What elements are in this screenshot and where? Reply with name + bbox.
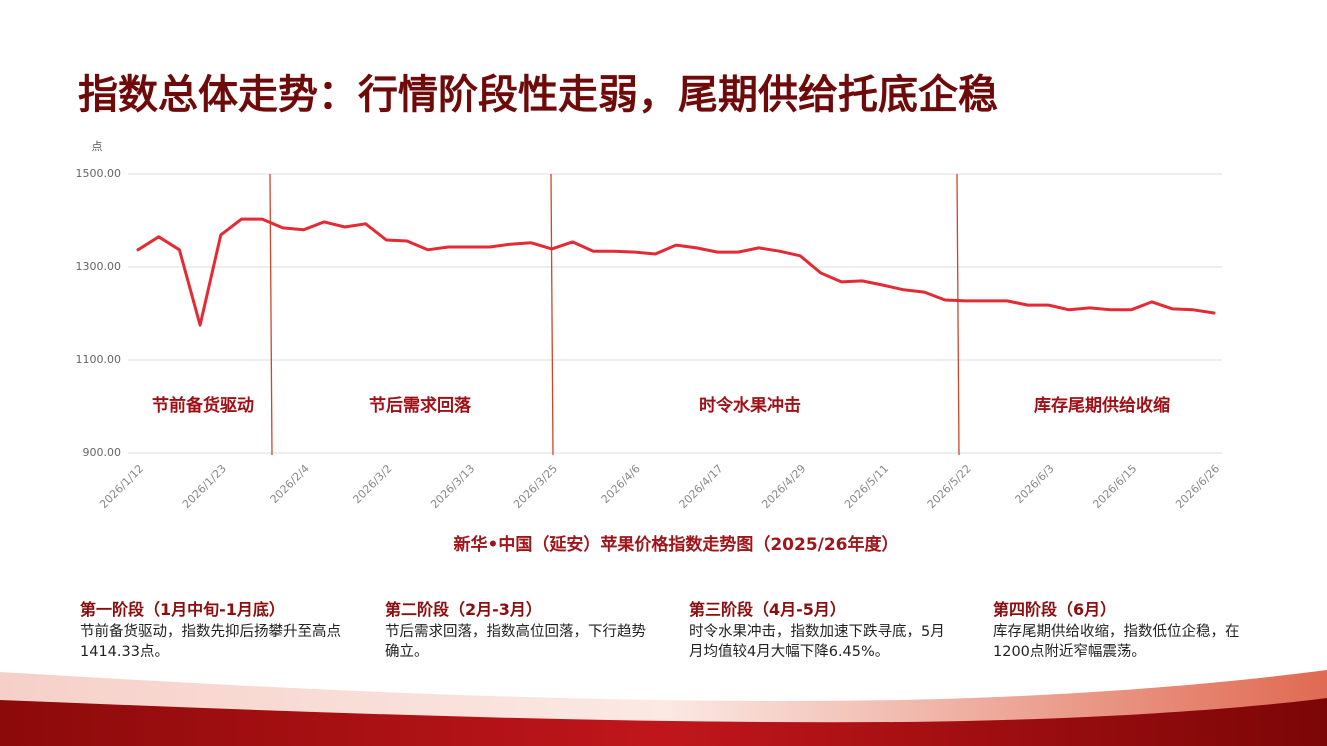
x-tick-label: 2026/2/4 (268, 462, 312, 506)
phase-body: 库存尾期供给收缩，指数低位企稳，在1200点附近窄幅震荡。 (993, 624, 1240, 660)
x-tick-label: 2026/4/17 (677, 462, 726, 511)
x-tick-label: 2026/5/11 (842, 462, 891, 511)
wave (0, 698, 1327, 746)
phase-body: 时令水果冲击，指数加速下跌寻底，5月月均值较4月大幅下降6.45%。 (689, 624, 945, 660)
phase-label: 库存尾期供给收缩 (1034, 395, 1170, 416)
line (136, 217, 1216, 327)
x-tick-label: 2026/3/25 (511, 462, 560, 511)
phase-body: 节前备货驱动，指数先抑后扬攀升至高点1414.33点。 (80, 624, 341, 660)
phase-label: 时令水果冲击 (699, 395, 801, 416)
x-tick-label: 2026/3/13 (428, 462, 477, 511)
x-tick-label: 2026/4/29 (759, 462, 808, 511)
phase-heading: 第一阶段（1月中旬-1月底） (80, 600, 285, 619)
phase-heading: 第四阶段（6月） (993, 600, 1117, 619)
phase-block: 第三阶段（4月-5月） 时令水果冲击，指数加速下跌寻底，5月月均值较4月大幅下降6… (689, 596, 951, 662)
phase-heading: 第二阶段（2月-3月） (385, 600, 542, 619)
x-tick-label: 2026/1/23 (180, 462, 229, 511)
x-tick-label: 2026/6/26 (1173, 462, 1222, 511)
y-tick-label: 1100.00 (76, 353, 122, 366)
x-tick-label: 2026/3/2 (350, 462, 394, 506)
phase-divider (550, 173, 554, 456)
x-tick-label: 2026/1/12 (97, 462, 146, 511)
phase-block: 第二阶段（2月-3月） 节后需求回落，指数高位回落，下行趋势确立。 (385, 596, 647, 662)
phase-block: 第四阶段（6月） 库存尾期供给收缩，指数低位企稳，在1200点附近窄幅震荡。 (993, 596, 1255, 662)
y-tick-label: 1500.00 (76, 167, 122, 180)
x-tick-label: 2026/4/6 (599, 462, 643, 506)
y-tick-label: 900.00 (83, 446, 122, 459)
x-tick-label: 2026/6/15 (1090, 462, 1139, 511)
y-tick-label: 1300.00 (76, 260, 122, 273)
slide-title: 指数总体走势：行情阶段性走弱，尾期供给托底企稳 (78, 72, 998, 117)
chart-caption: 新华•中国（延安）苹果价格指数走势图（2025/26年度） (453, 534, 898, 555)
y-axis-label: 点 (92, 140, 103, 153)
phase-divider (269, 173, 273, 456)
phase-divider (956, 173, 960, 456)
x-tick-label: 2026/5/22 (925, 462, 974, 511)
x-tick-label: 2026/6/3 (1013, 462, 1057, 506)
phase-label: 节前备货驱动 (152, 395, 254, 416)
phase-body: 节后需求回落，指数高位回落，下行趋势确立。 (385, 624, 646, 660)
phase-heading: 第三阶段（4月-5月） (689, 600, 846, 619)
phase-block: 第一阶段（1月中旬-1月底） 节前备货驱动，指数先抑后扬攀升至高点1414.33点… (80, 596, 342, 662)
phase-label: 节后需求回落 (369, 395, 472, 416)
